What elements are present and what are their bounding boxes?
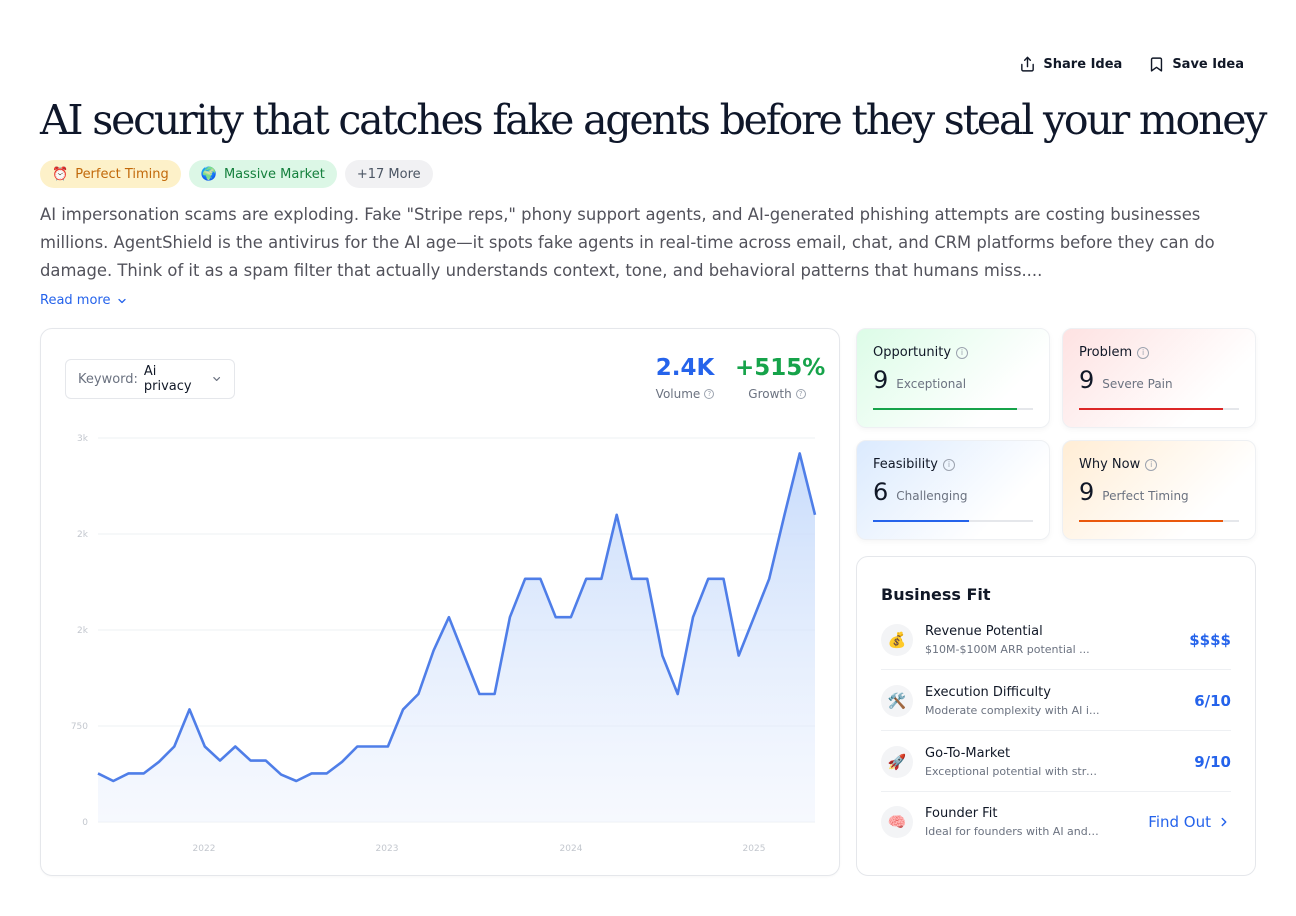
business-fit-card: Business Fit 💰 Revenue Potential $10M-$1… — [856, 556, 1256, 876]
opportunity-rating: Exceptional — [896, 377, 967, 391]
volume-stat: 2.4K Volume? — [653, 355, 717, 401]
feasibility-label: Feasibility — [873, 457, 938, 472]
tag-label: Perfect Timing — [75, 166, 169, 182]
fit-row-value: 9/10 — [1194, 752, 1231, 771]
y-tick-label: 0 — [82, 818, 88, 828]
series-line — [97, 452, 817, 783]
problem-score: 9 — [1079, 366, 1095, 394]
feasibility-rating: Challenging — [896, 489, 968, 503]
fit-row-value: $$$$ — [1189, 630, 1231, 649]
read-more-link[interactable]: Read more — [40, 293, 128, 308]
info-icon[interactable]: i — [956, 346, 969, 359]
idea-description: AI impersonation scams are exploding. Fa… — [40, 205, 1215, 280]
founder-fit-row[interactable]: 🧠 Founder Fit Ideal for founders with AI… — [881, 792, 1231, 852]
problem-rating: Severe Pain — [1102, 377, 1173, 391]
fit-row-name: Execution Difficulty — [925, 684, 1051, 700]
tag-massive-market[interactable]: 🌍 Massive Market — [188, 160, 337, 188]
execution-difficulty-row[interactable]: 🛠️ Execution Difficulty Moderate complex… — [881, 671, 1231, 731]
x-tick-label: 2022 — [193, 844, 216, 854]
keyword-label: Keyword: — [78, 371, 138, 387]
why-now-rating: Perfect Timing — [1102, 489, 1189, 503]
tools-icon: 🛠️ — [881, 684, 913, 717]
opportunity-card: Opportunity i 9 Exceptional — [856, 328, 1050, 428]
tag-label: Massive Market — [223, 166, 325, 182]
growth-stat: +515% Growth? — [735, 355, 826, 401]
fit-row-name: Go-To-Market — [925, 745, 1011, 761]
globe-icon: 🌍 — [200, 166, 217, 182]
why-now-label: Why Now — [1079, 457, 1141, 472]
y-tick-label: 2k — [77, 626, 89, 636]
chevron-down-icon — [118, 298, 127, 303]
keyword-select[interactable]: Keyword: Ai privacy — [65, 359, 235, 399]
opportunity-label: Opportunity — [873, 345, 952, 360]
feasibility-score: 6 — [873, 478, 889, 506]
y-tick-label: 2k — [77, 530, 89, 540]
growth-label: Growth — [748, 387, 792, 401]
x-tick-label: 2025 — [743, 844, 766, 854]
problem-bar-fill — [1079, 408, 1223, 410]
read-more-label: Read more — [40, 293, 111, 308]
x-tick-label: 2023 — [376, 844, 399, 854]
opportunity-bar-fill — [873, 408, 1017, 410]
keyword-value: Ai privacy — [143, 364, 192, 394]
share-icon — [1021, 56, 1035, 72]
fit-row-description: Moderate complexity with AI i... — [925, 703, 1100, 717]
share-idea-button[interactable]: Share Idea — [1019, 56, 1122, 73]
save-idea-label: Save Idea — [1172, 57, 1244, 72]
chevron-right-icon — [1221, 817, 1227, 827]
save-idea-button[interactable]: Save Idea — [1148, 56, 1244, 73]
help-icon[interactable]: ? — [704, 389, 715, 399]
problem-card: Problem i 9 Severe Pain — [1062, 328, 1256, 428]
tag-more-button[interactable]: +17 More — [344, 160, 433, 188]
info-icon[interactable]: i — [1145, 458, 1158, 471]
y-tick-label: 750 — [71, 722, 88, 732]
info-icon[interactable]: i — [943, 458, 955, 471]
why-now-card: Why Now i 9 Perfect Timing — [1062, 440, 1256, 540]
trend-chart: 3k 2k 2k 750 0 2022 2023 2024 2025 — [71, 434, 817, 854]
tag-label: +17 More — [356, 166, 421, 182]
find-out-label: Find Out — [1148, 813, 1211, 831]
page-title: AI security that catches fake agents bef… — [40, 96, 1267, 144]
fit-row-name: Founder Fit — [925, 806, 998, 821]
fit-row-value: 6/10 — [1194, 691, 1231, 710]
feasibility-bar — [873, 520, 1033, 522]
chevron-down-icon — [212, 376, 220, 382]
trend-chart-card: 3k 2k 2k 750 0 2022 2023 2024 2025 Keyword: Ai p… — [40, 328, 840, 876]
growth-value: +515% — [735, 355, 826, 381]
why-now-bar — [1079, 520, 1239, 522]
fit-row-name: Revenue Potential — [925, 623, 1043, 639]
alarm-clock-icon: ⏰ — [52, 166, 69, 182]
tag-list: ⏰ Perfect Timing 🌍 Massive Market +17 Mo… — [40, 160, 433, 188]
fit-row-description: $10M-$100M ARR potential ... — [925, 642, 1090, 656]
business-fit-title: Business Fit — [881, 585, 991, 604]
volume-value: 2.4K — [655, 355, 715, 381]
opportunity-score: 9 — [873, 366, 889, 394]
x-tick-label: 2024 — [560, 844, 583, 854]
help-icon[interactable]: ? — [795, 389, 806, 399]
volume-label: Volume — [655, 387, 701, 401]
opportunity-bar — [873, 408, 1033, 410]
rocket-icon: 🚀 — [881, 745, 913, 778]
find-out-link[interactable]: Find Out — [1148, 813, 1231, 831]
bookmark-icon — [1151, 57, 1163, 72]
why-now-bar-fill — [1079, 520, 1223, 522]
money-bag-icon: 💰 — [881, 623, 913, 656]
tag-perfect-timing[interactable]: ⏰ Perfect Timing — [40, 160, 181, 188]
problem-label: Problem — [1079, 345, 1133, 360]
brain-icon: 🧠 — [881, 806, 913, 838]
feasibility-card: Feasibility i 6 Challenging — [856, 440, 1050, 540]
revenue-potential-row[interactable]: 💰 Revenue Potential $10M-$100M ARR poten… — [881, 610, 1231, 670]
info-icon[interactable]: i — [1137, 346, 1150, 359]
y-tick-label: 3k — [77, 434, 89, 444]
why-now-score: 9 — [1079, 478, 1095, 506]
fit-row-description: Ideal for founders with AI and ... — [925, 825, 1100, 838]
feasibility-bar-fill — [873, 520, 969, 522]
problem-bar — [1079, 408, 1239, 410]
share-idea-label: Share Idea — [1043, 57, 1123, 72]
fit-row-description: Exceptional potential with stro... — [925, 764, 1100, 778]
top-actions: Share Idea Save Idea — [1019, 56, 1244, 73]
go-to-market-row[interactable]: 🚀 Go-To-Market Exceptional potential wit… — [881, 732, 1231, 792]
